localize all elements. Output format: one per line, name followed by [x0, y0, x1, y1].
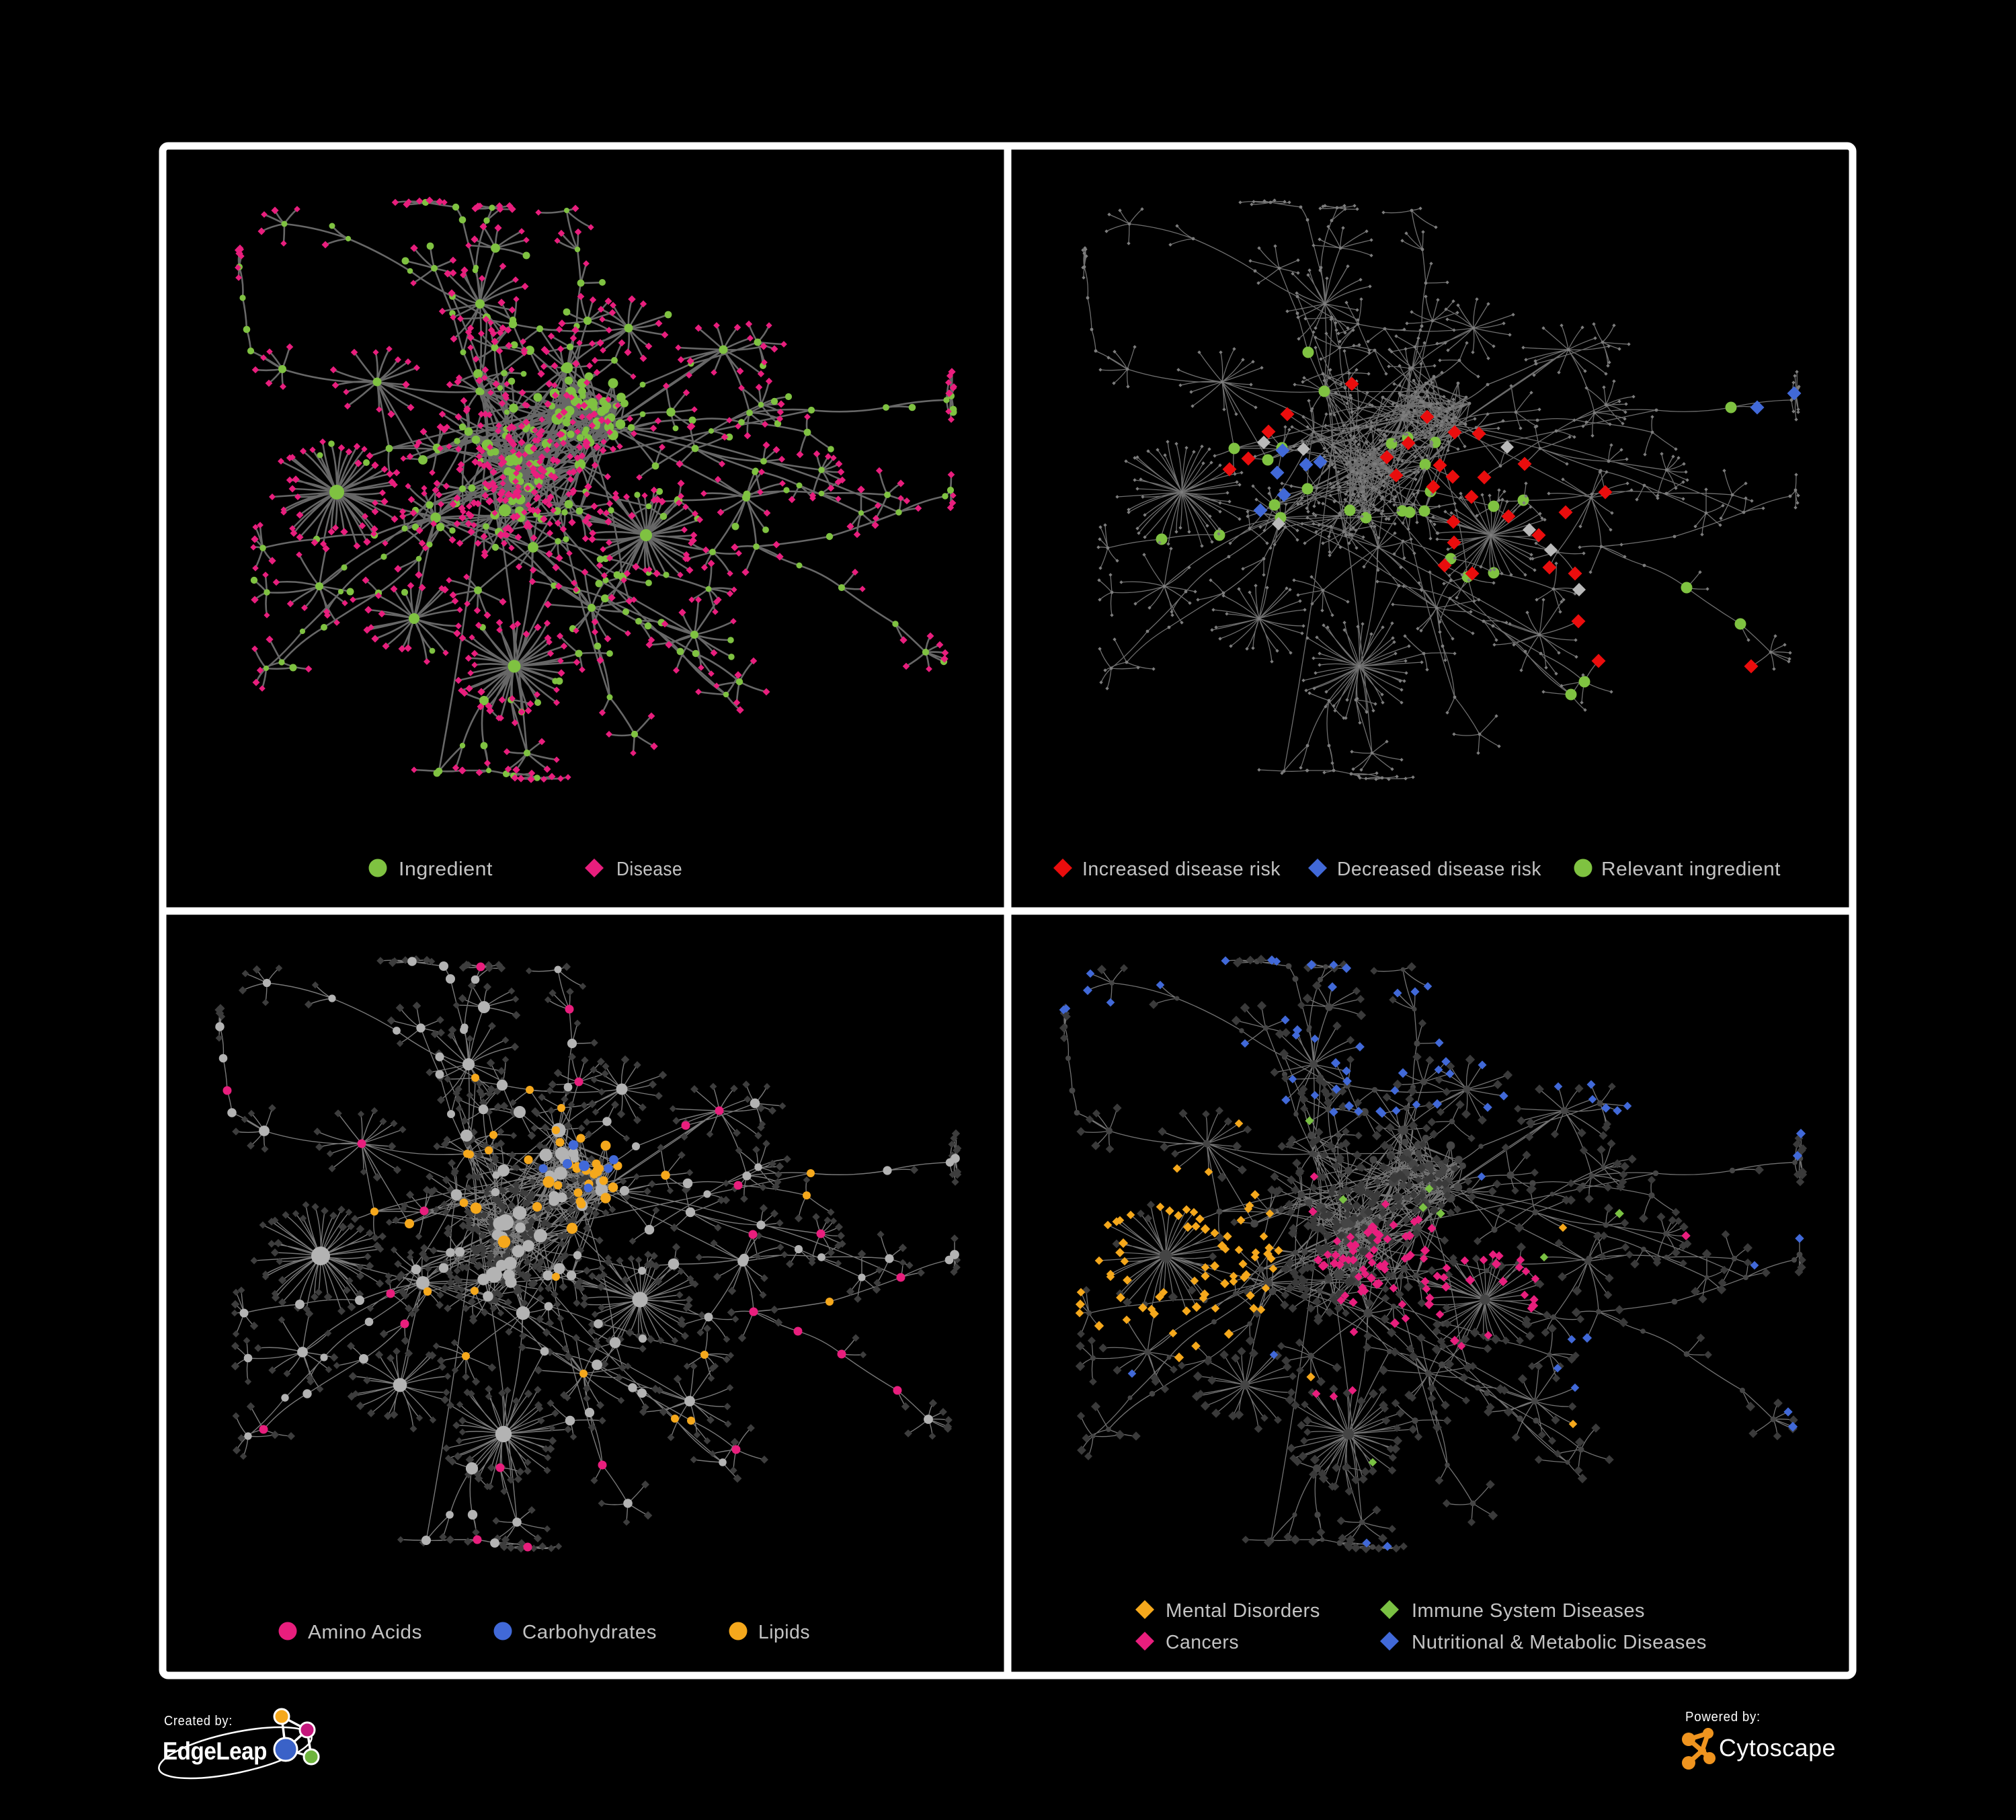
- svg-text:Disease: Disease: [616, 859, 682, 880]
- svg-text:Cytoscape: Cytoscape: [1719, 1734, 1836, 1762]
- svg-text:Amino Acids: Amino Acids: [308, 1622, 422, 1643]
- svg-text:Lipids: Lipids: [758, 1622, 810, 1643]
- svg-text:Nutritional & Metabolic Diseas: Nutritional & Metabolic Diseases: [1412, 1632, 1707, 1653]
- svg-text:Increased disease risk: Increased disease risk: [1082, 859, 1281, 880]
- svg-text:EdgeLeap: EdgeLeap: [163, 1737, 267, 1765]
- svg-text:Mental Disorders: Mental Disorders: [1166, 1600, 1320, 1622]
- svg-text:Decreased disease risk: Decreased disease risk: [1337, 859, 1541, 880]
- svg-text:Created by:: Created by:: [164, 1714, 233, 1729]
- svg-text:Ingredient: Ingredient: [399, 859, 493, 880]
- svg-text:Immune System Diseases: Immune System Diseases: [1412, 1600, 1645, 1622]
- svg-text:Powered by:: Powered by:: [1685, 1710, 1761, 1725]
- svg-text:Carbohydrates: Carbohydrates: [522, 1622, 657, 1643]
- svg-text:Relevant ingredient: Relevant ingredient: [1601, 859, 1781, 880]
- svg-text:Cancers: Cancers: [1166, 1632, 1239, 1653]
